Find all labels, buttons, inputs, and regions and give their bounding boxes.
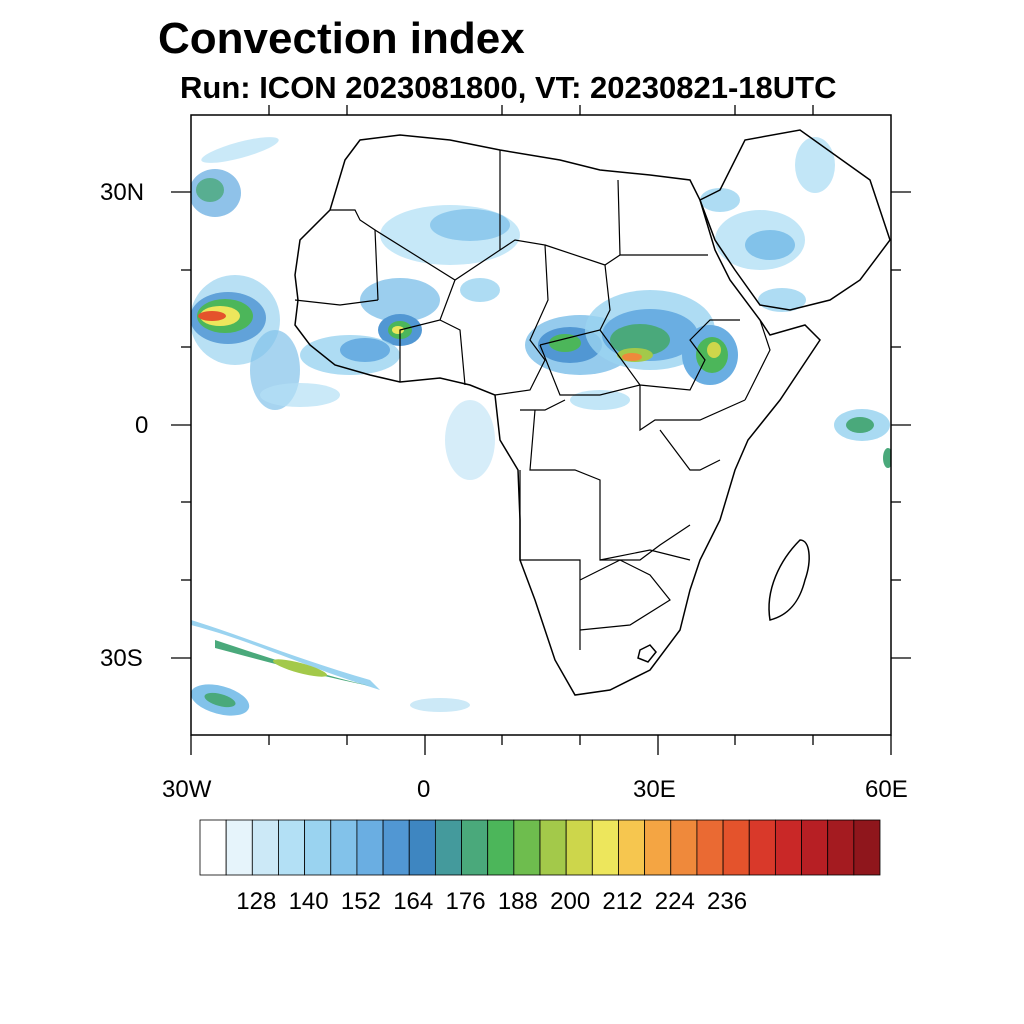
y-tick-label: 30S [100, 645, 143, 672]
map-title: Convection index [158, 14, 525, 63]
colorbar-label: 176 [445, 888, 486, 915]
y-tick-label: 0 [135, 412, 149, 439]
colorbar-swatch [774, 819, 802, 876]
colorbar-swatch [251, 819, 279, 876]
x-tick-label: 30E [633, 776, 676, 803]
colorbar-swatch [225, 819, 253, 876]
convection-field [191, 137, 891, 716]
country-borders [294, 150, 771, 650]
colorbar-label: 128 [236, 888, 277, 915]
colorbar-label: 224 [654, 888, 695, 915]
coastlines [294, 129, 891, 696]
colorbar-swatch [644, 819, 672, 876]
colorbar-swatch [696, 819, 724, 876]
map-frame [190, 114, 892, 736]
map-subtitle: Run: ICON 2023081800, VT: 20230821-18UTC [180, 70, 837, 105]
colorbar-swatch [461, 819, 489, 876]
colorbar-swatch [487, 819, 515, 876]
colorbar-swatch [801, 819, 829, 876]
colorbar-swatch [382, 819, 410, 876]
colorbar-swatch [722, 819, 750, 876]
colorbar-swatch [304, 819, 332, 876]
colorbar-swatch [434, 819, 462, 876]
colorbar-swatch [330, 819, 358, 876]
y-tick-label: 30N [100, 179, 145, 206]
colorbar-swatch [565, 819, 593, 876]
colorbar-swatch [618, 819, 646, 876]
colorbar-swatch [278, 819, 306, 876]
colorbar [199, 819, 881, 876]
colorbar-label: 200 [550, 888, 591, 915]
colorbar-swatch [853, 819, 881, 876]
colorbar-swatch [513, 819, 541, 876]
colorbar-label: 164 [393, 888, 434, 915]
x-tick-label: 60E [865, 776, 908, 803]
colorbar-label: 152 [340, 888, 381, 915]
colorbar-swatch [748, 819, 776, 876]
colorbar-label: 212 [602, 888, 643, 915]
colorbar-label: 140 [288, 888, 329, 915]
x-tick-label: 30W [162, 776, 212, 803]
colorbar-swatch [670, 819, 698, 876]
colorbar-swatch [199, 819, 227, 876]
colorbar-swatch [408, 819, 436, 876]
x-tick-label: 0 [417, 776, 431, 803]
colorbar-swatch [539, 819, 567, 876]
axis-ticks [171, 105, 911, 755]
colorbar-swatch [356, 819, 384, 876]
colorbar-swatch [591, 819, 619, 876]
colorbar-swatch [827, 819, 855, 876]
colorbar-label: 236 [707, 888, 748, 915]
colorbar-label: 188 [497, 888, 538, 915]
